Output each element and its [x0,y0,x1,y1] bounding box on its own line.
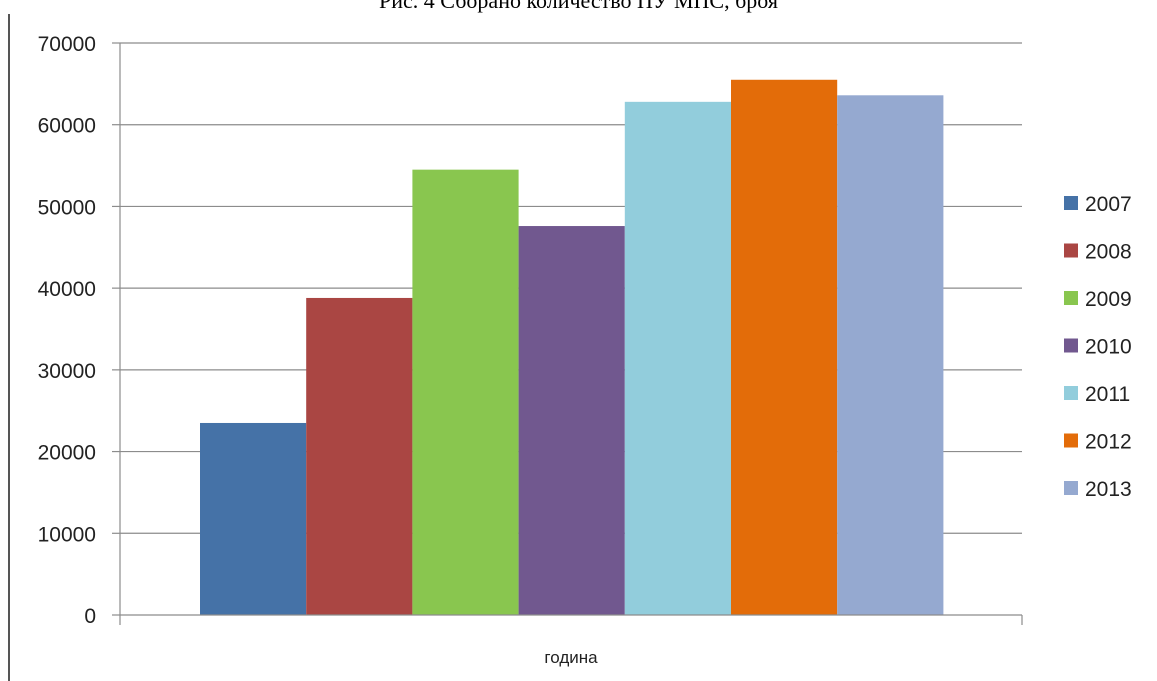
bar-2011 [624,101,731,615]
legend-swatch-2012 [1064,433,1078,448]
legend-swatch-2010 [1064,338,1078,353]
y-tick-label: 0 [84,605,96,628]
y-tick-label: 10000 [38,523,96,546]
bar-2008 [306,297,413,615]
y-tick-label: 30000 [38,360,96,383]
bar-2013 [837,95,944,616]
legend-swatch-2007 [1064,196,1078,210]
y-tick-label: 20000 [38,442,96,465]
y-tick-label: 70000 [38,33,96,56]
bars [200,79,944,616]
legend-swatch-2011 [1064,386,1078,400]
chart-title: Рис. 4 Сборано количество ПУ МПС, броя [379,0,778,13]
y-tick-label: 50000 [38,196,96,219]
legend-label: 2008 [1085,241,1132,264]
y-tick-label: 60000 [38,115,96,138]
legend-swatch-2008 [1064,243,1078,258]
legend-label: 2012 [1085,431,1132,454]
y-tick-label: 40000 [38,278,96,301]
bar-2012 [731,79,838,616]
bar-2010 [518,226,625,616]
legend-label: 2010 [1085,336,1132,359]
axes [119,43,1023,625]
legend-label: 2011 [1085,383,1130,406]
frame-left-border [8,14,10,681]
y-axis-tick-labels: 0 10000 20000 30000 40000 50000 60000 70000 [38,33,96,628]
legend-label: 2009 [1085,288,1132,311]
legend-label: 2013 [1085,478,1132,501]
x-axis-label: година [544,648,598,667]
legend-label: 2007 [1085,193,1132,216]
legend: 2007 2008 2009 2010 2011 2012 2013 [1064,193,1132,501]
bar-2007 [200,422,307,615]
legend-swatch-2009 [1064,291,1078,305]
bar-2009 [412,169,519,615]
legend-swatch-2013 [1064,481,1078,495]
